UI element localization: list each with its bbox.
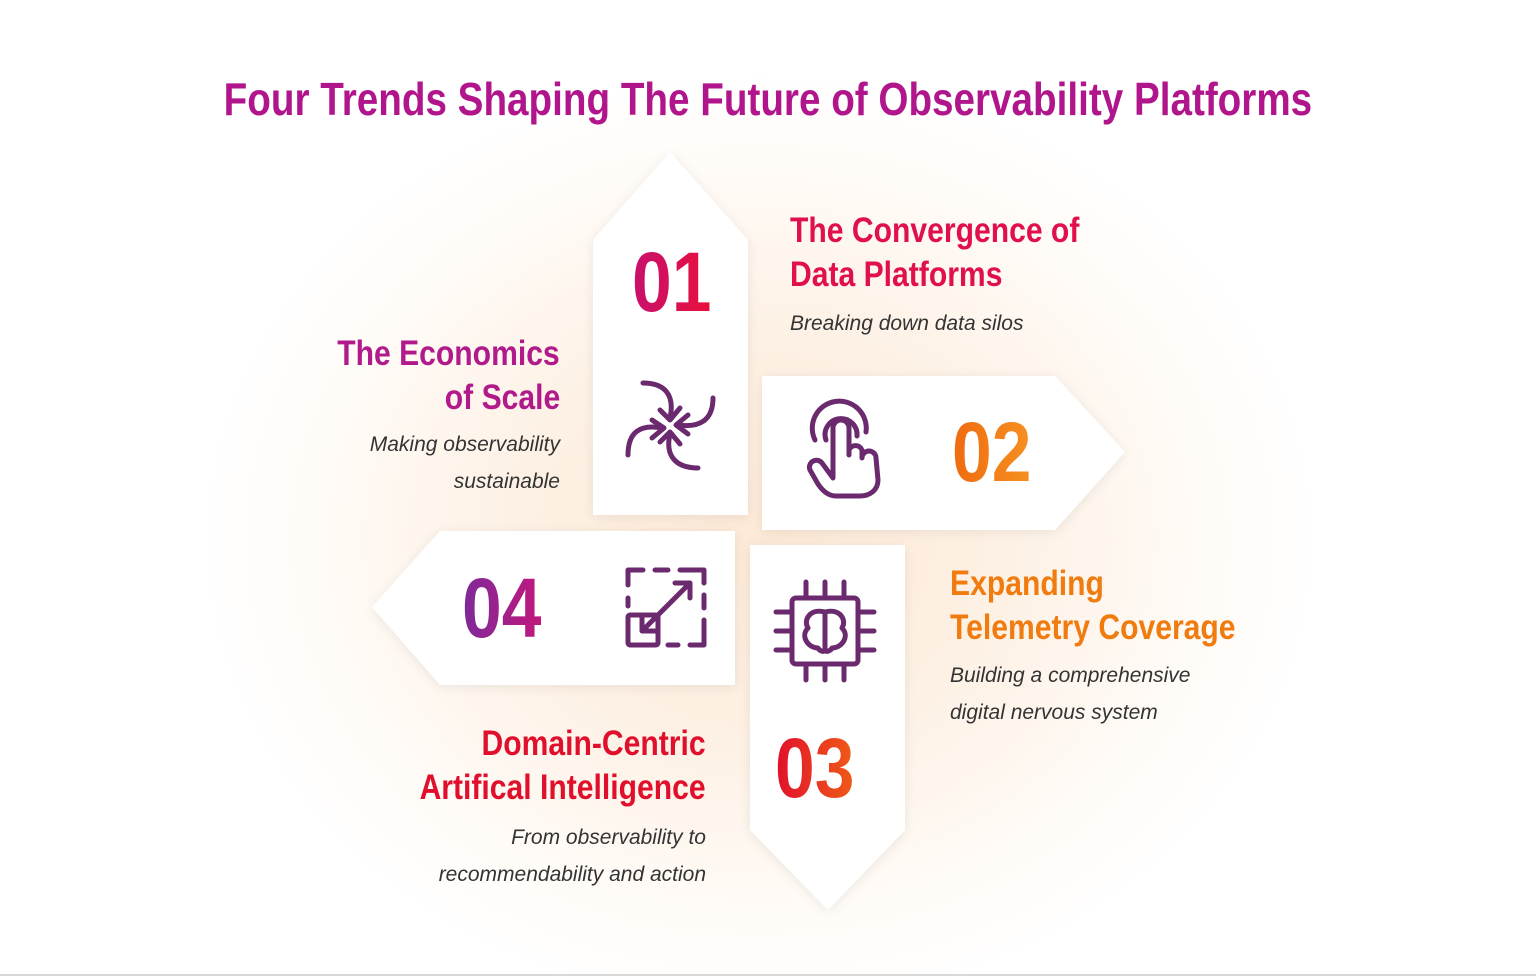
- arrow-down-03: [750, 545, 905, 910]
- trend-number-04: 04: [462, 561, 542, 655]
- resize-expand-icon: [625, 567, 707, 648]
- trend-subtitle-01: Breaking down data silos: [790, 312, 1024, 335]
- trend-heading-03: Domain-Centric Artifical Intelligence: [419, 724, 706, 807]
- bottom-border: [0, 974, 1536, 976]
- touch-hand-icon: [806, 398, 881, 499]
- trend-heading-01: The Convergence of Data Platforms: [790, 211, 1080, 294]
- trend-heading-02: Expanding Telemetry Coverage: [950, 564, 1236, 647]
- trend-number-03: 03: [775, 721, 855, 815]
- arrow-left-04: [372, 531, 735, 685]
- trend-heading-04: The Economics of Scale: [337, 334, 560, 417]
- page-title: Four Trends Shaping The Future of Observ…: [223, 73, 1313, 125]
- trend-number-02: 02: [952, 405, 1032, 499]
- arrow-right-02: [762, 376, 1125, 530]
- trend-subtitle-04: Making observability sustainable: [369, 433, 560, 493]
- converging-arrows-icon: [625, 380, 716, 471]
- ai-chip-brain-icon: [773, 579, 877, 683]
- trend-subtitle-03: From observability to recommendability an…: [438, 826, 706, 886]
- trend-number-01: 01: [632, 235, 712, 329]
- trend-subtitle-02: Building a comprehensive digital nervous …: [950, 664, 1191, 724]
- arrow-up-01: [593, 152, 748, 515]
